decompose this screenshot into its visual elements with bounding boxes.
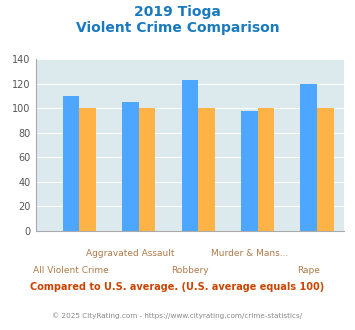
Bar [300, 84, 317, 231]
Text: All Violent Crime: All Violent Crime [33, 266, 109, 275]
Bar [80, 109, 96, 231]
Bar [139, 109, 155, 231]
Bar [63, 96, 80, 231]
Text: 2019 Tioga: 2019 Tioga [134, 5, 221, 19]
Bar [241, 111, 258, 231]
Bar [258, 109, 274, 231]
Bar [122, 102, 139, 231]
Text: Murder & Mans...: Murder & Mans... [211, 249, 288, 258]
Text: Rape: Rape [297, 266, 320, 275]
Text: Robbery: Robbery [171, 266, 209, 275]
Bar [182, 80, 198, 231]
Text: Compared to U.S. average. (U.S. average equals 100): Compared to U.S. average. (U.S. average … [31, 282, 324, 292]
Bar [198, 109, 215, 231]
Text: Violent Crime Comparison: Violent Crime Comparison [76, 21, 279, 35]
Text: Aggravated Assault: Aggravated Assault [86, 249, 175, 258]
Bar [317, 109, 334, 231]
Text: © 2025 CityRating.com - https://www.cityrating.com/crime-statistics/: © 2025 CityRating.com - https://www.city… [53, 312, 302, 318]
